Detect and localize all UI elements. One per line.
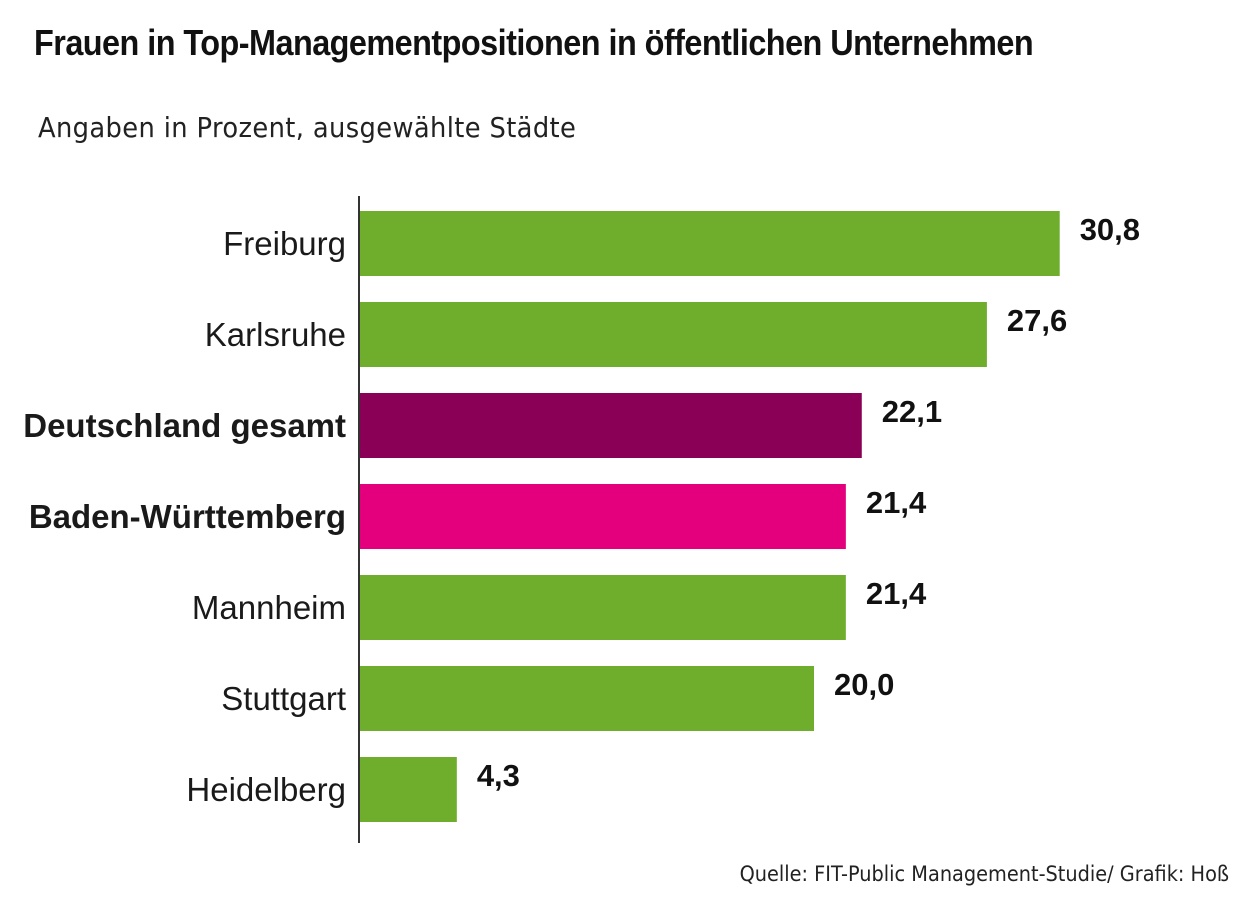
bar-4 [359, 575, 846, 640]
value-label: 30,8 [1080, 212, 1140, 247]
bar-0 [359, 211, 1060, 276]
bars-group: Freiburg 30,8 Karlsruhe 27,6 Deutschland ges… [23, 211, 1140, 822]
bar-1 [359, 302, 987, 367]
bar-3 [359, 484, 846, 549]
category-label: Mannheim [192, 589, 346, 626]
value-label: 27,6 [1007, 303, 1067, 338]
chart-subtitle: Angaben in Prozent, ausgewählte Städte [38, 111, 577, 144]
value-label: 21,4 [866, 485, 927, 520]
value-label: 22,1 [882, 394, 942, 429]
bar-6 [359, 757, 457, 822]
category-label: Baden-Württemberg [29, 498, 346, 535]
value-label: 20,0 [834, 667, 894, 702]
source-note: Quelle: FIT-Public Management-Studie/ Gr… [739, 862, 1229, 886]
category-label: Stuttgart [221, 680, 346, 717]
bar-5 [359, 666, 814, 731]
category-label: Heidelberg [186, 771, 346, 808]
category-label: Deutschland gesamt [23, 407, 346, 444]
category-label: Karlsruhe [205, 316, 346, 353]
value-label: 4,3 [477, 758, 520, 793]
chart-title: Frauen in Top-Managementpositionen in öf… [34, 22, 1034, 63]
value-label: 21,4 [866, 576, 927, 611]
category-label: Freiburg [223, 225, 346, 262]
bar-2 [359, 393, 862, 458]
